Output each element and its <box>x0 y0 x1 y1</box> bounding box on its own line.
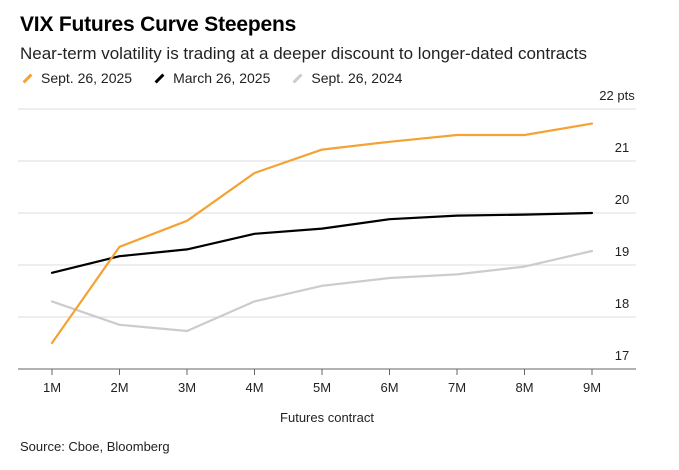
series-line <box>50 122 594 345</box>
x-tick-label: 3M <box>178 380 196 395</box>
x-tick-label: 4M <box>245 380 263 395</box>
y-tick-label: 21 <box>615 140 629 155</box>
y-tick-label: 19 <box>615 244 629 259</box>
x-axis-title: Futures contract <box>280 410 374 425</box>
legend-label: Sept. 26, 2025 <box>41 70 133 86</box>
x-tick-label: 9M <box>583 380 601 395</box>
x-tick-label: 2M <box>110 380 128 395</box>
chart-legend: Sept. 26, 2025 March 26, 2025 Sept. 26, … <box>20 70 402 86</box>
source-note: Source: Cboe, Bloomberg <box>20 439 170 454</box>
y-tick-label: 18 <box>615 296 629 311</box>
legend-label: March 26, 2025 <box>173 70 271 86</box>
chart-subtitle: Near-term volatility is trading at a dee… <box>20 44 587 63</box>
x-tick-label: 8M <box>515 380 533 395</box>
y-tick-label: 20 <box>615 192 629 207</box>
x-tick-label: 6M <box>380 380 398 395</box>
x-tick-label: 1M <box>43 380 61 395</box>
series-line <box>50 211 594 274</box>
series-line <box>50 249 594 333</box>
legend-item-march-2025: March 26, 2025 <box>152 70 270 86</box>
legend-label: Sept. 26, 2024 <box>311 70 403 86</box>
x-tick-label: 7M <box>448 380 466 395</box>
y-tick-label: 17 <box>615 348 629 363</box>
legend-item-sept-2025: Sept. 26, 2025 <box>20 70 132 86</box>
legend-item-sept-2024: Sept. 26, 2024 <box>290 70 402 86</box>
x-tick-label: 5M <box>313 380 331 395</box>
y-tick-label: 22 pts <box>599 88 635 103</box>
chart-title: VIX Futures Curve Steepens <box>20 13 297 36</box>
